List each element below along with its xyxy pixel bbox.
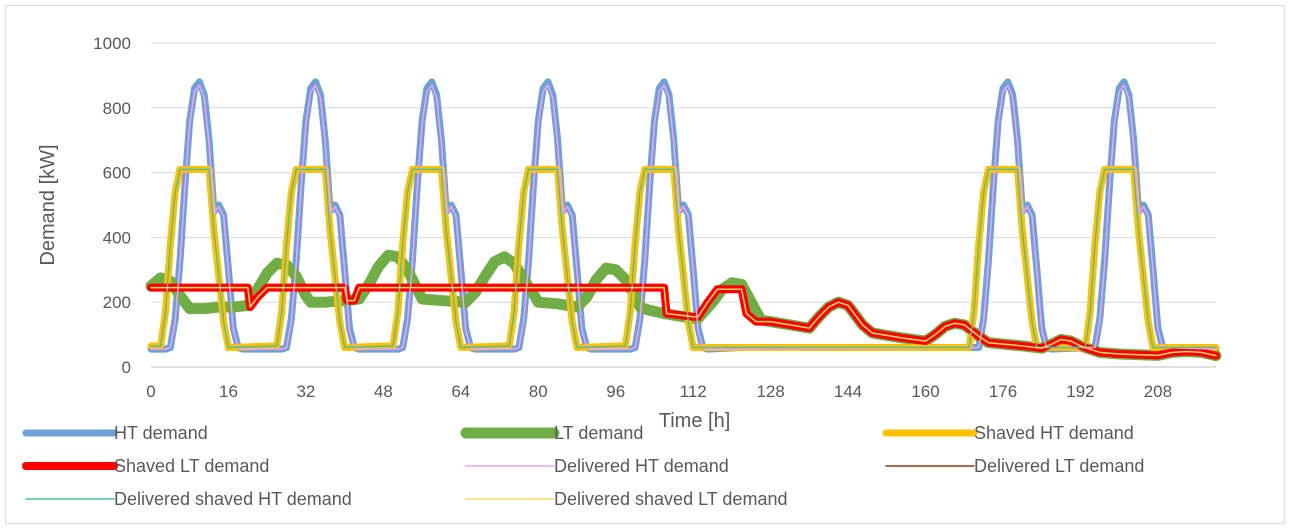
x-tick-label: 160: [911, 382, 939, 401]
y-tick-label: 1000: [93, 34, 131, 53]
series-layer: [145, 78, 1222, 362]
legend: HT demand LT demand Shaved HT demand Shaved…: [22, 423, 1144, 509]
legend-item: Delivered shaved LT demand: [465, 489, 787, 509]
legend-item: LT demand: [460, 423, 643, 443]
legend-item: Delivered LT demand: [885, 456, 1144, 476]
legend-item: Shaved HT demand: [882, 423, 1134, 443]
legend-label: Delivered HT demand: [554, 456, 729, 476]
tick-labels: 0 200 400 600 800 1000 0 16 32 48 64 80 96 112 128 144 1…: [93, 34, 1172, 401]
x-tick-label: 192: [1066, 382, 1094, 401]
legend-label: Delivered LT demand: [974, 456, 1144, 476]
y-tick-label: 200: [103, 293, 131, 312]
demand-line-chart: 0 200 400 600 800 1000 0 16 32 48 64 80 96 112 128 144 1…: [22, 34, 1222, 509]
series-line-delivered-shaved-lt-demand: [150, 286, 1217, 357]
x-tick-label: 0: [146, 382, 155, 401]
y-tick-label: 800: [103, 99, 131, 118]
x-axis-title: Time [h]: [659, 410, 731, 432]
series-line-delivered-shaved-ht-demand: [150, 168, 1217, 349]
x-tick-label: 96: [606, 382, 625, 401]
legend-item: Delivered shaved HT demand: [25, 489, 352, 509]
legend-label: Delivered shaved HT demand: [114, 489, 352, 509]
legend-label: Shaved HT demand: [974, 423, 1134, 443]
series-line-delivered-ht-demand: [150, 84, 1217, 350]
x-tick-label: 16: [219, 382, 238, 401]
legend-item: Shaved LT demand: [22, 456, 269, 476]
x-tick-label: 208: [1144, 382, 1172, 401]
x-tick-label: 144: [834, 382, 862, 401]
legend-label: Shaved LT demand: [114, 456, 269, 476]
x-tick-label: 80: [529, 382, 548, 401]
y-tick-label: 400: [103, 228, 131, 247]
legend-label: HT demand: [114, 423, 208, 443]
legend-item: Delivered HT demand: [465, 456, 729, 476]
x-tick-label: 64: [451, 382, 470, 401]
y-tick-label: 0: [122, 358, 131, 377]
x-tick-label: 32: [296, 382, 315, 401]
legend-item: HT demand: [22, 423, 208, 443]
x-tick-label: 128: [756, 382, 784, 401]
x-tick-label: 48: [374, 382, 393, 401]
legend-label: LT demand: [554, 423, 643, 443]
chart-frame: 0 200 400 600 800 1000 0 16 32 48 64 80 96 112 128 144 1…: [5, 5, 1285, 524]
x-tick-label: 112: [680, 382, 707, 401]
x-tick-label: 176: [989, 382, 1017, 401]
y-axis-title: Demand [kW]: [37, 144, 59, 265]
y-tick-label: 600: [103, 164, 131, 183]
legend-label: Delivered shaved LT demand: [554, 489, 787, 509]
